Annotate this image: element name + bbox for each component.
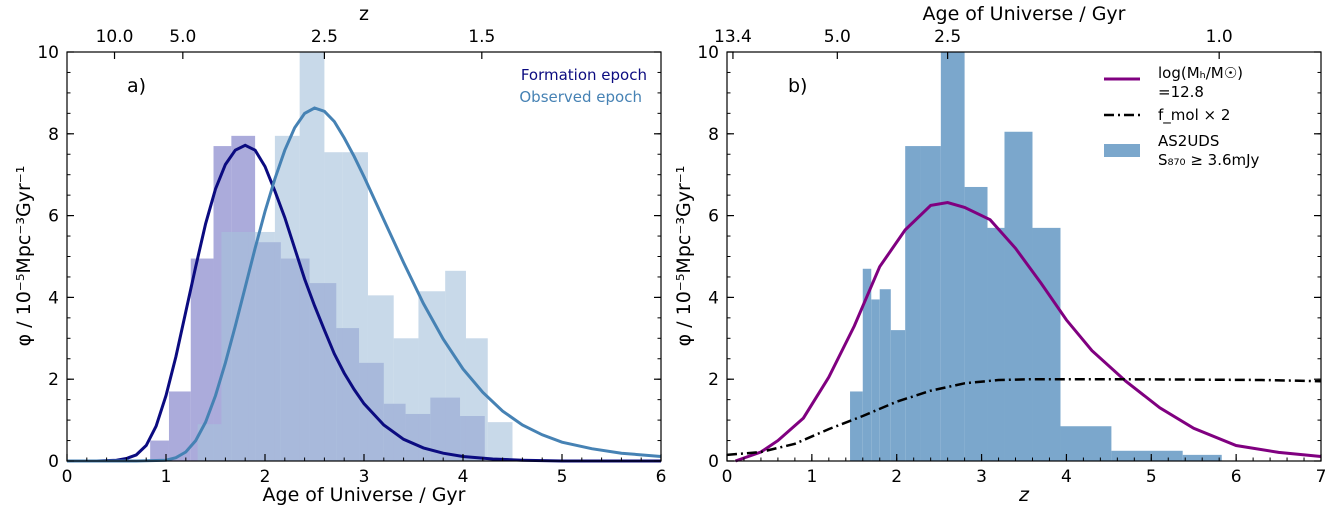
legend-as2uds-label: AS2UDS	[1158, 132, 1219, 150]
observed-histogram-bar-4	[299, 52, 325, 461]
legend-as2uds-swatch	[1104, 144, 1140, 157]
as2uds-histogram-bar-8	[964, 186, 988, 461]
x-tick-label: 2	[891, 467, 902, 487]
y-tick-label: 2	[708, 370, 719, 390]
top-tick-label: 1.5	[468, 27, 495, 47]
observed-histogram-bar-2	[248, 231, 275, 461]
legend-observed-epoch: Observed epoch	[519, 88, 642, 106]
observed-histogram-bar-0	[197, 424, 222, 461]
as2uds-histogram-bar-0	[850, 391, 863, 461]
y-tick-label: 2	[48, 370, 59, 390]
x-tick-label: 1	[806, 467, 817, 487]
panel-a-letter: a)	[127, 75, 146, 97]
panel-b-x-axis-title: z	[1018, 484, 1030, 506]
panel-a-y-axis-title: φ / 10⁻⁵Mpc⁻³Gyr⁻¹	[13, 166, 35, 347]
x-tick-label: 5	[557, 467, 568, 487]
as2uds-histogram-bar-13	[1111, 450, 1183, 461]
legend-fmol-label: f_mol × 2	[1158, 106, 1230, 125]
x-tick-label: 3	[976, 467, 987, 487]
y-tick-label: 4	[708, 288, 719, 308]
panel-b-letter: b)	[788, 75, 807, 97]
fmol-curve	[726, 377, 1322, 457]
panel-a: 0 1 2 3 4 5 6 0 2 4 6 8 10 10.0 5.0 2.5 1.5 a) Formation…	[13, 3, 666, 506]
observed-histogram-bar-3	[274, 135, 300, 461]
x-tick-label: 3	[359, 467, 370, 487]
y-tick-label: 0	[708, 452, 719, 472]
legend-halo-label-line2: =12.8	[1158, 83, 1204, 101]
y-tick-label: 8	[708, 125, 719, 145]
as2uds-histogram	[850, 52, 1222, 461]
observed-histogram-bar-1	[221, 231, 249, 461]
as2uds-histogram-bar-12	[1060, 426, 1112, 461]
observed-histogram-bar-6	[342, 152, 368, 461]
formation-histogram-bar-1	[168, 391, 191, 461]
legend-as2uds-label-line2: S₈₇₀ ≥ 3.6mJy	[1158, 151, 1260, 169]
top-tick-label: 1.0	[1206, 27, 1233, 47]
formation-histogram-bar-0	[150, 440, 169, 461]
y-tick-label: 0	[48, 452, 59, 472]
observed-curve	[67, 106, 662, 463]
observed-histogram-bar-7	[367, 295, 394, 461]
observed-histogram-bar-5	[324, 152, 343, 461]
top-tick-label: 5.0	[169, 27, 196, 47]
y-tick-label: 8	[48, 125, 59, 145]
observed-histogram-bar-12	[487, 422, 513, 461]
x-tick-label: 2	[260, 467, 271, 487]
legend-halo-label: log(Mₕ/M☉)	[1158, 64, 1243, 82]
legend-formation-epoch: Formation epoch	[521, 66, 647, 84]
as2uds-histogram-bar-6	[920, 146, 941, 461]
top-tick-label: 10.0	[96, 27, 134, 47]
as2uds-histogram-bar-9	[987, 227, 1005, 461]
x-tick-label: 1	[161, 467, 172, 487]
as2uds-histogram-bar-1	[862, 268, 872, 461]
formation-histogram-bar-2	[190, 258, 214, 461]
top-tick-label: 5.0	[824, 27, 851, 47]
top-tick-label: 13.4	[714, 27, 752, 47]
observed-histogram-bar-10	[445, 270, 466, 461]
as2uds-histogram-bar-5	[905, 146, 921, 461]
x-tick-label: 4	[458, 467, 469, 487]
y-tick-label: 6	[48, 207, 59, 227]
top-tick-label: 2.5	[311, 27, 338, 47]
panel-b-y-axis-title: φ / 10⁻⁵Mpc⁻³Gyr⁻¹	[673, 166, 695, 347]
panel-a-ticks: 0 1 2 3 4 5 6 0 2 4 6 8 10 10.0 5.0 2.5 1.5	[37, 27, 666, 487]
panel-a-x-axis-title: Age of Universe / Gyr	[263, 484, 466, 506]
formation-curve	[67, 143, 661, 463]
y-tick-label: 10	[37, 43, 59, 63]
as2uds-histogram-bar-11	[1032, 227, 1061, 461]
top-tick-label: 2.5	[934, 27, 961, 47]
panel-a-top-axis-title: z	[359, 3, 369, 25]
halo-mass-curve	[734, 200, 1322, 463]
observed-histogram	[197, 52, 513, 461]
as2uds-histogram-bar-2	[871, 299, 880, 461]
x-tick-label: 0	[722, 467, 733, 487]
y-tick-label: 6	[708, 207, 719, 227]
as2uds-histogram-bar-4	[890, 330, 906, 461]
observed-histogram-bar-11	[465, 338, 488, 461]
x-tick-label: 6	[1231, 467, 1242, 487]
x-tick-label: 7	[1316, 467, 1327, 487]
as2uds-histogram-bar-3	[879, 289, 891, 461]
panel-b-top-axis-title: Age of Universe / Gyr	[923, 3, 1126, 25]
y-tick-label: 10	[697, 43, 719, 63]
x-tick-label: 4	[1061, 467, 1072, 487]
x-tick-label: 5	[1146, 467, 1157, 487]
y-tick-label: 4	[48, 288, 59, 308]
as2uds-histogram-bar-10	[1004, 131, 1033, 461]
x-tick-label: 6	[656, 467, 667, 487]
as2uds-histogram-bar-7	[940, 52, 965, 461]
x-tick-label: 0	[62, 467, 73, 487]
